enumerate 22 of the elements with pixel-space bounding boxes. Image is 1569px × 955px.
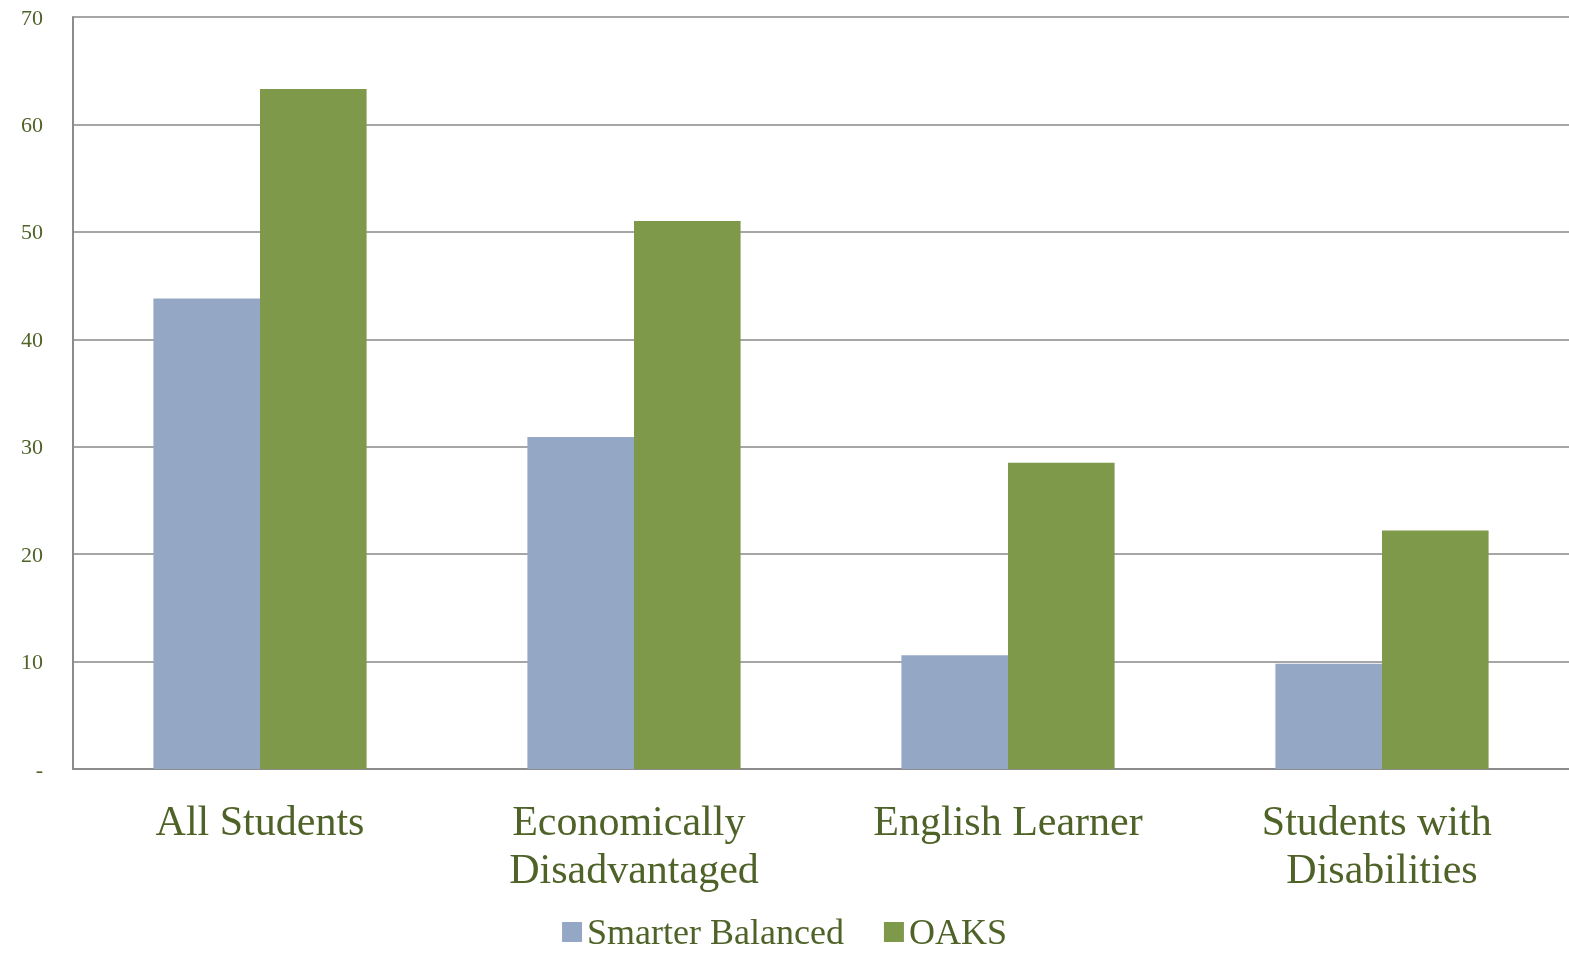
- x-tick-label: Economically Disadvantaged: [509, 798, 759, 892]
- x-tick-label: English Learner: [873, 798, 1143, 844]
- y-tick-label: 40: [21, 326, 43, 352]
- bar: [1008, 462, 1115, 769]
- bar: [634, 221, 741, 769]
- bar: [260, 88, 367, 769]
- y-tick-label: 30: [21, 434, 43, 460]
- bar: [901, 655, 1008, 769]
- y-tick-label: 20: [21, 541, 43, 567]
- bar: [527, 437, 634, 769]
- legend-label: Smarter Balanced: [587, 912, 844, 952]
- y-tick-label: -: [35, 756, 43, 782]
- y-tick-label: 10: [21, 649, 43, 675]
- legend-label: OAKS: [908, 912, 1007, 952]
- y-tick-label: 60: [21, 111, 43, 137]
- y-tick-label: 70: [21, 4, 43, 30]
- bar: [153, 298, 260, 769]
- y-tick-label: 50: [21, 219, 43, 245]
- x-tick-label: All Students: [155, 798, 365, 844]
- bar: [1382, 530, 1489, 769]
- bar: [1275, 663, 1382, 769]
- x-tick-label: Students with Disabilities: [1261, 798, 1503, 892]
